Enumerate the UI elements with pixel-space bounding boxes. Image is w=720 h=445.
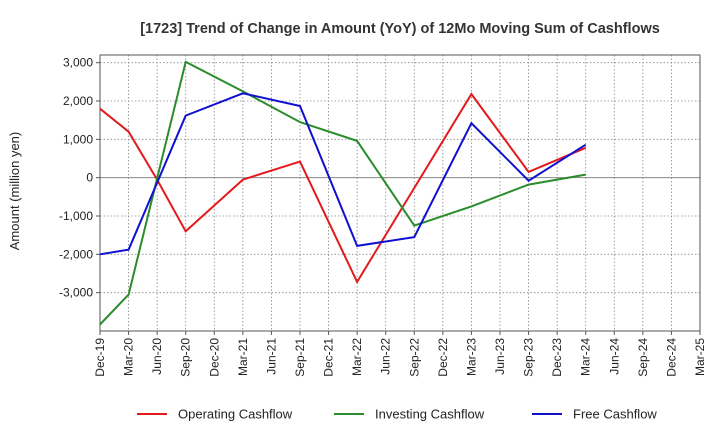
x-tick-label: Mar-24 <box>579 338 593 376</box>
y-tick-label: -3,000 <box>59 286 93 300</box>
y-tick-label: 3,000 <box>63 56 93 70</box>
x-tick-label: Mar-22 <box>350 338 364 376</box>
x-tick-label: Sep-23 <box>522 338 536 377</box>
x-tick-label: Mar-23 <box>464 338 478 376</box>
legend-label-free-cashflow: Free Cashflow <box>573 407 657 422</box>
y-axis-label: Amount (million yen) <box>7 132 22 251</box>
y-tick-label: 1,000 <box>63 132 93 146</box>
x-tick-label: Sep-21 <box>293 338 307 377</box>
legend-label-investing-cashflow: Investing Cashflow <box>375 407 485 422</box>
series-lines <box>99 60 587 326</box>
grid <box>99 55 701 331</box>
plot-frame <box>99 54 701 332</box>
x-tick-label: Sep-22 <box>407 338 421 377</box>
x-tick-label: Dec-23 <box>550 338 564 377</box>
legend: Operating Cashflow Investing Cashflow Free… <box>137 407 657 422</box>
x-tick-label: Dec-21 <box>322 338 336 377</box>
y-tick-label: 2,000 <box>63 94 93 108</box>
x-tick-label: Jun-23 <box>493 338 507 375</box>
x-tick-label: Sep-20 <box>179 338 193 377</box>
y-tick-label: -1,000 <box>59 209 93 223</box>
x-tick-label: Jun-24 <box>607 338 621 375</box>
x-tick-label: Mar-21 <box>236 338 250 376</box>
x-tick-label: Dec-22 <box>436 338 450 377</box>
series-line-free-cashflow <box>99 92 587 256</box>
x-tick-label: Jun-22 <box>379 338 393 375</box>
x-tick-label: Sep-24 <box>636 338 650 377</box>
chart-title: [1723] Trend of Change in Amount (YoY) o… <box>140 21 660 37</box>
y-tick-label: -2,000 <box>59 247 93 261</box>
x-tick-label: Dec-19 <box>93 338 107 377</box>
series-line-operating-cashflow <box>99 92 587 285</box>
axes: 3,000 2,000 1,000 0 -1,000 -2,000 -3,000 Dec-19… <box>59 54 707 377</box>
x-tick-label: Mar-25 <box>693 338 707 376</box>
y-tick-label: 0 <box>86 171 93 185</box>
x-tick-label: Jun-20 <box>150 338 164 375</box>
series-line-investing-cashflow <box>99 60 586 326</box>
x-tick-label: Jun-21 <box>264 338 278 375</box>
x-tick-label: Dec-24 <box>664 338 678 377</box>
x-tick-label: Dec-20 <box>207 338 221 377</box>
legend-label-operating-cashflow: Operating Cashflow <box>178 407 293 422</box>
x-tick-label: Mar-20 <box>122 338 136 376</box>
